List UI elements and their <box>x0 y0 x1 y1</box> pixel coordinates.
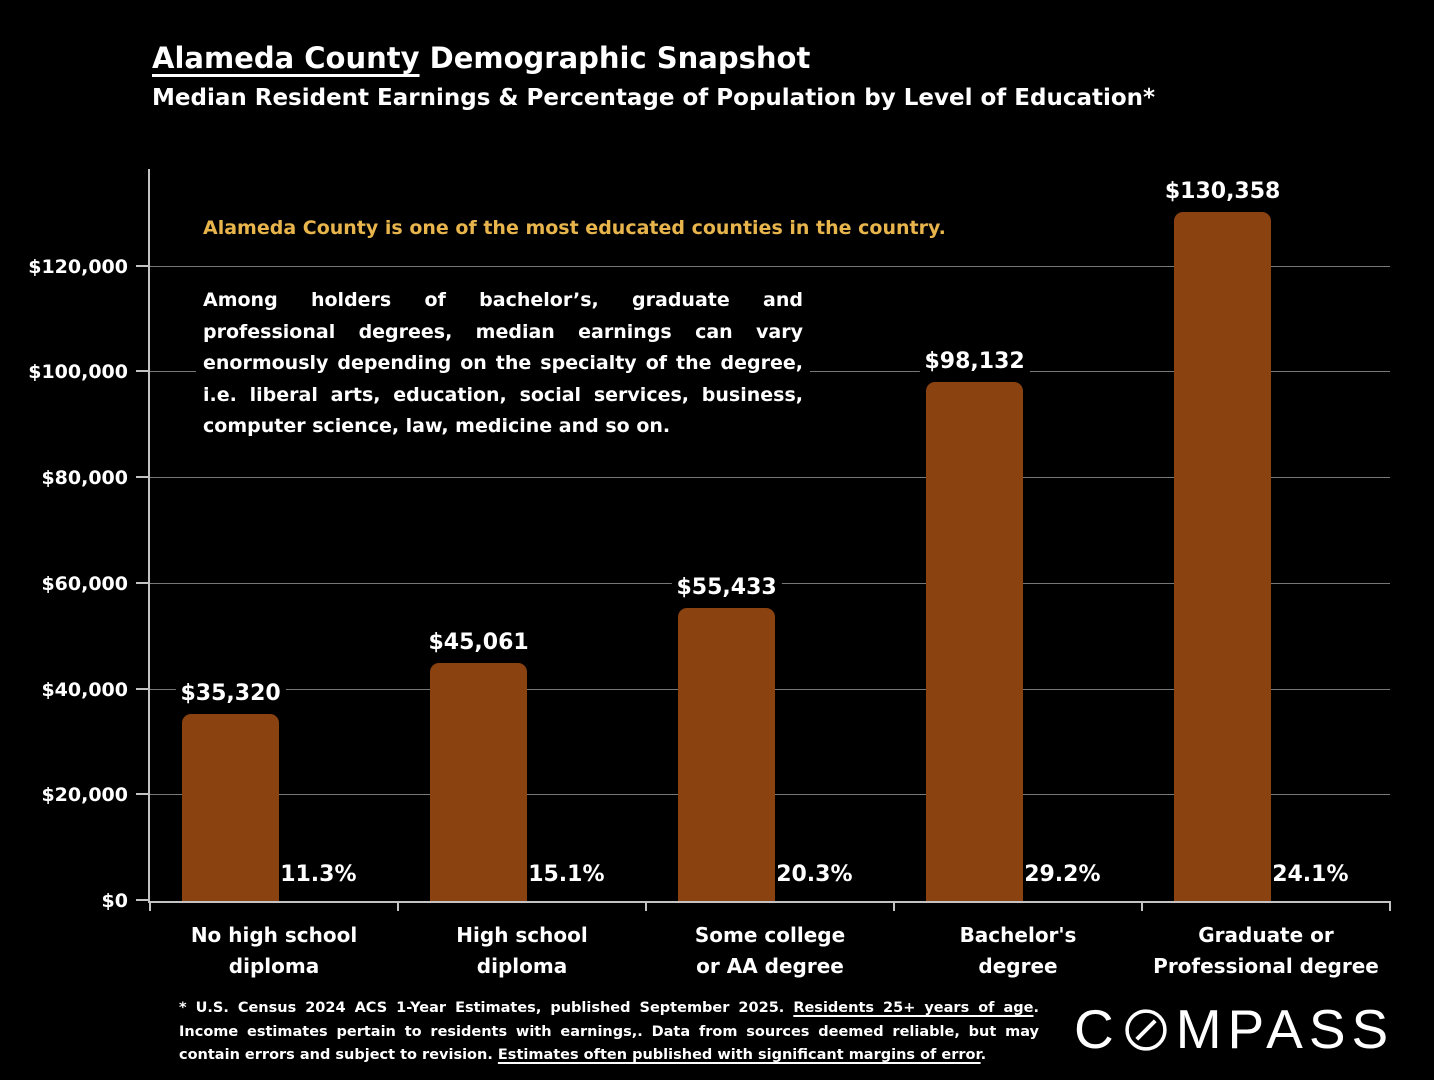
bar-percent-label: 24.1% <box>1272 862 1349 887</box>
category-label: Some college or AA degree <box>694 923 846 978</box>
logo-text-c: C <box>1074 998 1120 1060</box>
y-tick-label: $100,000 <box>28 361 128 384</box>
footnote-segment: . <box>980 1047 987 1063</box>
y-tick-label: $80,000 <box>41 467 128 490</box>
category-slot: $35,320 11.3% No high school diploma <box>150 169 398 978</box>
bar-chart: $120,000 $100,000 $80,000 $60,000 $40,000 $20… <box>28 169 1391 978</box>
x-tick-mark <box>1141 901 1143 911</box>
category-label: Bachelor's degree <box>959 923 1077 978</box>
category-label: Graduate or Professional degree <box>1153 923 1379 978</box>
y-tick-label: $60,000 <box>41 572 128 595</box>
category-slot: $45,061 15.1% High school diploma <box>398 169 646 978</box>
header: Alameda County Demographic Snapshot Medi… <box>152 40 1155 111</box>
y-gridline <box>150 265 1390 267</box>
logo-text-mpass: MPASS <box>1175 998 1395 1060</box>
bar-value-label: $55,433 <box>671 574 782 602</box>
x-tick-mark <box>893 901 895 911</box>
category-label: High school diploma <box>456 923 588 978</box>
title-rest: Demographic Snapshot <box>419 41 811 75</box>
x-tick-mark <box>397 901 399 911</box>
bar <box>1174 212 1271 901</box>
footnote-segment: * U.S. Census 2024 ACS 1-Year Estimates,… <box>179 1000 794 1016</box>
bar-percent-label: 11.3% <box>280 862 357 887</box>
category-slot: $130,358 24.1% Graduate or Professional de… <box>1142 169 1390 978</box>
category-slot: $98,132 29.2% Bachelor's degree <box>894 169 1142 978</box>
x-tick-mark <box>1389 901 1391 911</box>
bar-percent-label: 20.3% <box>776 862 853 887</box>
bar-value-label: $45,061 <box>423 628 534 656</box>
y-tick-mark <box>136 793 148 796</box>
y-tick-mark <box>136 264 148 267</box>
y-tick-label: $20,000 <box>41 784 128 807</box>
y-tick-mark <box>136 581 148 584</box>
y-tick-label: $0 <box>101 890 128 912</box>
annotation-highlight: Alameda County is one of the most educat… <box>196 213 953 243</box>
bar-value-label: $130,358 <box>1159 178 1286 206</box>
title-county: Alameda County <box>152 41 420 75</box>
bar <box>678 608 775 901</box>
y-tick-label: $40,000 <box>41 678 128 701</box>
bar <box>182 714 279 901</box>
bar-percent-label: 15.1% <box>528 862 605 887</box>
footnote: * U.S. Census 2024 ACS 1-Year Estimates,… <box>179 997 1039 1068</box>
bar-value-label: $98,132 <box>919 348 1030 376</box>
y-gridline <box>150 477 1390 479</box>
y-tick-mark <box>136 899 148 901</box>
category-slot: $55,433 20.3% Some college or AA degree <box>646 169 894 978</box>
annotation-body: Among holders of bachelor’s, graduate an… <box>196 281 810 447</box>
footnote-underlined-segment: Residents 25+ years of age <box>793 1000 1034 1016</box>
x-tick-mark <box>149 901 151 911</box>
y-tick-mark <box>136 476 148 479</box>
x-tick-mark <box>645 901 647 911</box>
footnote-segment: . Income estimates pertain to residents … <box>179 1000 1040 1063</box>
footnote-underlined-segment: Estimates often published with significa… <box>497 1047 981 1063</box>
compass-needle-icon <box>1124 1008 1168 1052</box>
bar <box>926 382 1023 901</box>
y-tick-label: $120,000 <box>28 255 128 278</box>
compass-logo: C MPASS <box>1074 1002 1394 1057</box>
page-subtitle: Median Resident Earnings & Percentage of… <box>152 85 1156 112</box>
bar-value-label: $35,320 <box>175 680 286 708</box>
y-tick-mark <box>136 687 148 690</box>
y-tick-mark <box>136 370 148 373</box>
bar-percent-label: 29.2% <box>1024 862 1101 887</box>
category-label: No high school diploma <box>190 923 358 978</box>
bar <box>430 662 527 901</box>
page-title: Alameda County Demographic Snapshot <box>152 40 1155 76</box>
